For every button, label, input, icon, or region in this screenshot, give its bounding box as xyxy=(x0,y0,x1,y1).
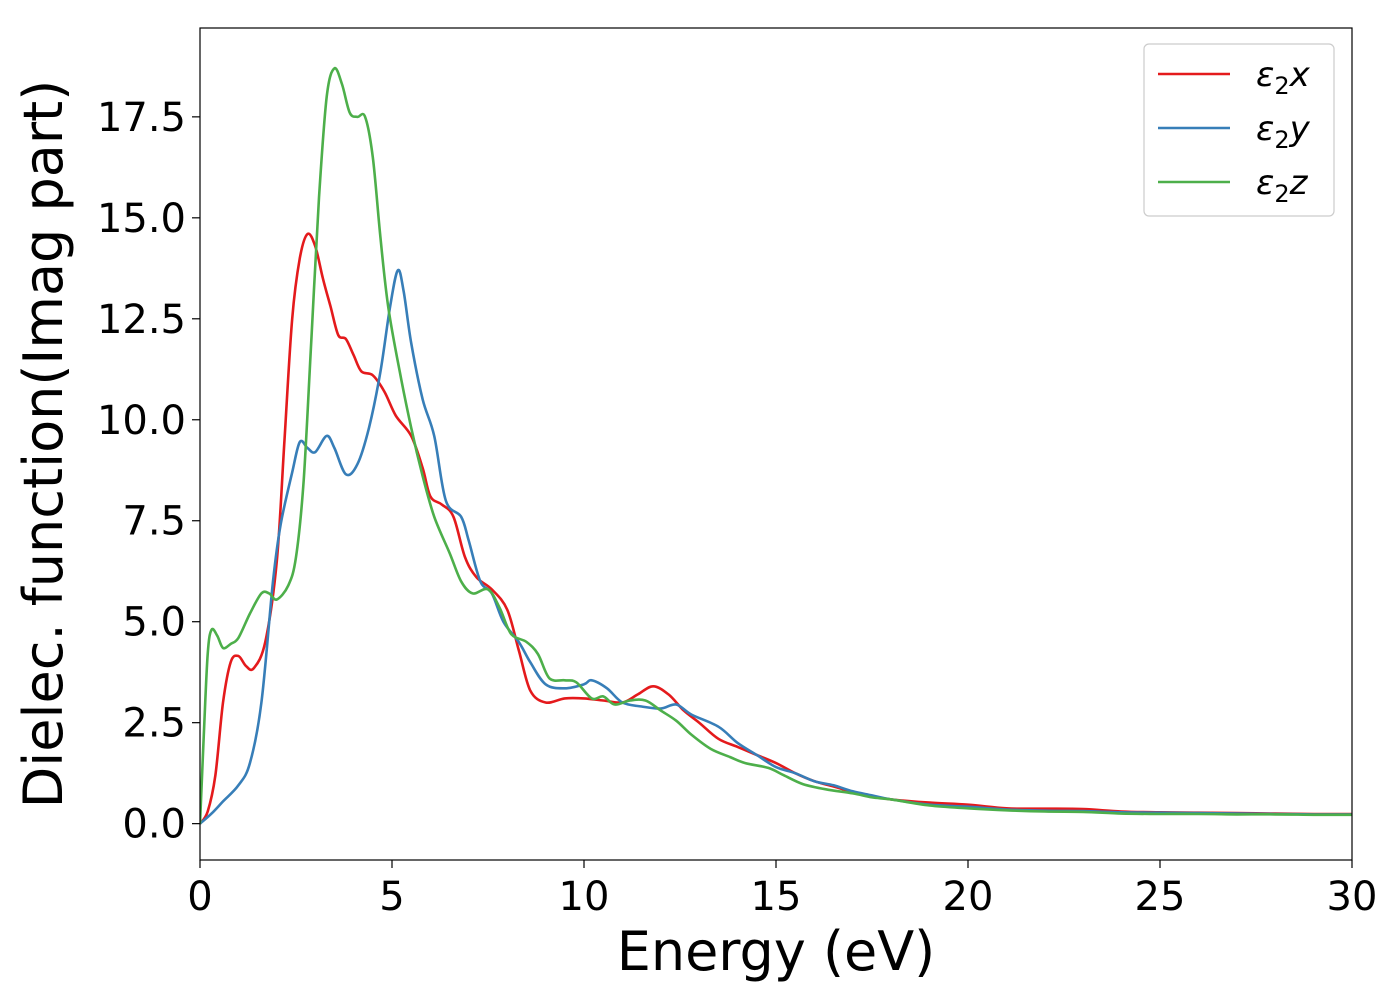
y-tick-label: 10.0 xyxy=(97,398,186,444)
y-tick-label: 0.0 xyxy=(122,802,186,848)
y-tick-label: 17.5 xyxy=(97,95,186,141)
x-axis-title: Energy (eV) xyxy=(617,920,936,983)
y-tick-label: 2.5 xyxy=(122,701,186,747)
x-tick-label: 5 xyxy=(379,874,404,920)
legend-label-z: ε2z xyxy=(1256,163,1309,208)
y-tick-label: 12.5 xyxy=(97,297,186,343)
series-line-x xyxy=(200,232,1352,825)
series-layer xyxy=(200,66,1352,825)
y-axis-ticks: 0.0 2.5 5.0 7.5 10.0 12.5 15.0 17.5 xyxy=(97,95,200,848)
x-tick-label: 20 xyxy=(943,874,994,920)
legend-label-x: ε2x xyxy=(1256,55,1311,100)
y-tick-label: 7.5 xyxy=(122,499,186,545)
x-tick-label: 0 xyxy=(187,874,212,920)
legend-label-y: ε2y xyxy=(1256,109,1311,154)
x-tick-label: 30 xyxy=(1327,874,1378,920)
x-tick-label: 15 xyxy=(751,874,802,920)
x-axis-ticks: 0 5 10 15 20 25 30 xyxy=(187,860,1377,920)
y-tick-label: 15.0 xyxy=(97,196,186,242)
series-line-z xyxy=(200,66,1352,824)
x-tick-label: 10 xyxy=(559,874,610,920)
y-axis-title: Dielec. function(Imag part) xyxy=(12,80,75,809)
y-tick-label: 5.0 xyxy=(122,600,186,646)
legend: ε2x ε2y ε2z xyxy=(1143,43,1335,217)
x-tick-label: 25 xyxy=(1135,874,1186,920)
legend-box xyxy=(1143,43,1335,217)
